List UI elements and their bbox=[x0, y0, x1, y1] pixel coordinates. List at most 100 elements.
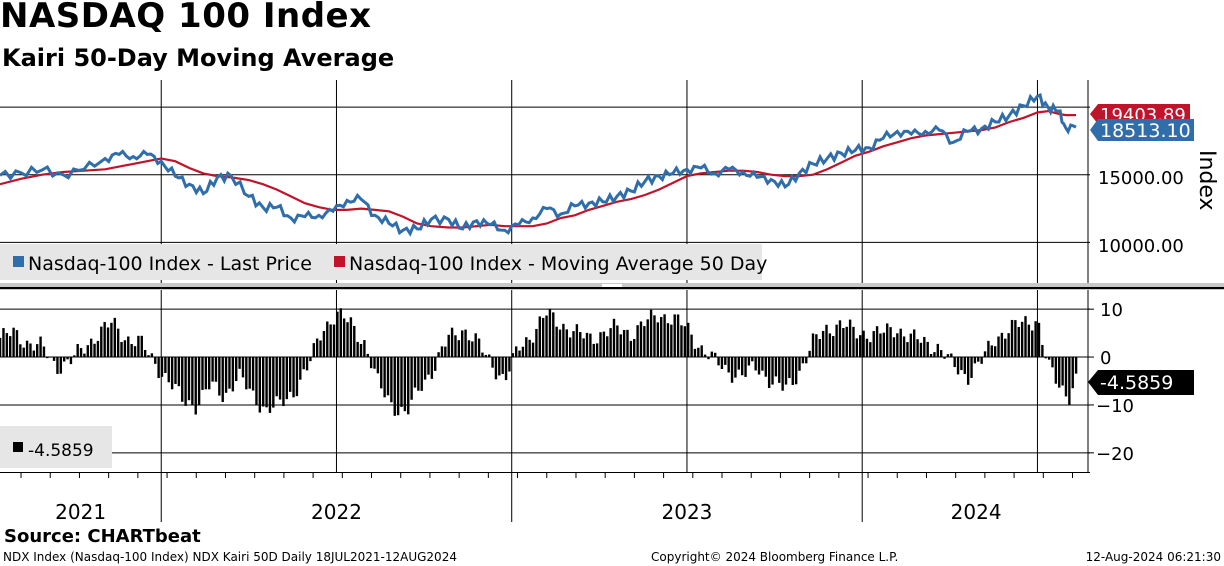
kairi-bar bbox=[1007, 333, 1010, 358]
kairi-bar bbox=[697, 347, 700, 358]
kairi-bar bbox=[154, 357, 157, 364]
kairi-bar bbox=[966, 357, 970, 385]
kairi-bar bbox=[292, 357, 295, 398]
kairi-bar bbox=[25, 340, 29, 358]
legend-swatch-kairi bbox=[13, 442, 23, 452]
kairi-bar bbox=[902, 336, 906, 358]
kairi-bar bbox=[181, 357, 184, 402]
kairi-bar bbox=[508, 357, 511, 372]
kairi-bar bbox=[737, 357, 740, 370]
kairi-bar bbox=[376, 357, 380, 374]
kairi-bar bbox=[707, 357, 710, 360]
kairi-bar bbox=[663, 314, 666, 358]
kairi-bar bbox=[923, 336, 926, 358]
kairi-bar bbox=[1024, 316, 1027, 358]
kairi-bar bbox=[484, 354, 488, 358]
kairi-bar bbox=[170, 357, 174, 390]
kairi-bar bbox=[396, 357, 400, 416]
kairi-bar bbox=[754, 357, 757, 371]
kairi-bar bbox=[1037, 322, 1041, 358]
source-note: Source: CHARTbeat bbox=[4, 526, 201, 547]
footer-security-info: NDX Index (Nasdaq-100 Index) NDX Kairi 5… bbox=[3, 550, 457, 564]
legend-label-moving-average: Nasdaq-100 Index - Moving Average 50 Day bbox=[349, 253, 767, 275]
kairi-bar bbox=[622, 329, 626, 358]
kairi-bar bbox=[1061, 357, 1064, 386]
legend-label-kairi: -4.5859 bbox=[28, 441, 94, 461]
kairi-bar bbox=[261, 357, 265, 407]
kairi-bar bbox=[558, 329, 562, 358]
kairi-bar bbox=[504, 357, 508, 381]
kairi-bar bbox=[869, 342, 872, 358]
kairi-bar bbox=[73, 355, 76, 358]
kairi-bar bbox=[730, 357, 734, 383]
kairi-bar bbox=[862, 330, 865, 358]
kairi-bar bbox=[184, 357, 187, 406]
kairi-bar bbox=[518, 350, 521, 358]
kairi-bar bbox=[842, 328, 845, 358]
kairi-bar bbox=[734, 357, 737, 378]
price-legend-box bbox=[0, 244, 762, 280]
kairi-bar bbox=[832, 336, 835, 358]
kairi-bar bbox=[703, 354, 707, 358]
kairi-bar bbox=[710, 351, 714, 358]
kairi-tick-label: 10 bbox=[1100, 300, 1123, 321]
kairi-bar bbox=[167, 357, 170, 383]
x-tick-label: 2021 bbox=[55, 500, 106, 524]
kairi-bar bbox=[1044, 357, 1047, 359]
kairi-bar bbox=[440, 346, 444, 358]
kairi-bar bbox=[761, 357, 764, 371]
kairi-bar bbox=[359, 343, 363, 358]
kairi-bar bbox=[157, 357, 160, 379]
x-tick-label: 2024 bbox=[951, 500, 1002, 524]
kairi-bar bbox=[633, 339, 636, 358]
kairi-bar bbox=[656, 322, 660, 358]
kairi-bar bbox=[450, 327, 454, 358]
kairi-bar bbox=[29, 343, 32, 358]
kairi-bar bbox=[447, 334, 450, 358]
kairi-bar bbox=[197, 357, 201, 405]
kairi-bar bbox=[788, 357, 791, 379]
kairi-bar bbox=[464, 329, 467, 358]
kairi-bar bbox=[1041, 344, 1044, 358]
kairi-bar bbox=[191, 357, 194, 405]
kairi-tick-label: 0 bbox=[1100, 348, 1111, 369]
kairi-bar bbox=[444, 346, 447, 358]
kairi-bar bbox=[349, 317, 353, 358]
kairi-bar bbox=[595, 343, 599, 358]
kairi-bar bbox=[616, 325, 619, 358]
kairi-bar bbox=[545, 315, 548, 358]
kairi-bar bbox=[1058, 357, 1061, 388]
panel-resize-grip[interactable] bbox=[602, 284, 622, 287]
legend-label-last-price: Nasdaq-100 Index - Last Price bbox=[28, 253, 312, 275]
kairi-bar bbox=[285, 357, 289, 400]
kairi-bar bbox=[62, 357, 66, 362]
kairi-bar bbox=[282, 357, 285, 407]
kairi-bar bbox=[767, 357, 771, 388]
kairi-bar bbox=[784, 357, 788, 385]
kairi-bar bbox=[315, 338, 319, 358]
kairi-bar bbox=[326, 321, 329, 358]
kairi-bar bbox=[855, 338, 859, 358]
kairi-bar bbox=[946, 354, 950, 358]
kairi-bar bbox=[1017, 326, 1020, 358]
kairi-bar bbox=[245, 357, 248, 390]
kairi-bar bbox=[592, 343, 595, 358]
kairi-bar bbox=[204, 357, 208, 390]
kairi-bar bbox=[852, 326, 855, 358]
kairi-bar bbox=[939, 350, 943, 358]
kairi-bar bbox=[626, 329, 629, 358]
y-tick-label: 10000.00 bbox=[1098, 236, 1184, 257]
kairi-tick-label: −10 bbox=[1096, 396, 1134, 417]
kairi-bars bbox=[0, 308, 1078, 416]
kairi-bar bbox=[859, 335, 862, 358]
kairi-bar bbox=[22, 347, 25, 358]
kairi-bar bbox=[818, 338, 821, 358]
kairi-bar bbox=[423, 357, 427, 380]
kairi-bar bbox=[150, 353, 154, 358]
kairi-bar bbox=[400, 357, 403, 407]
kairi-bar bbox=[235, 357, 238, 382]
kairi-bar bbox=[427, 357, 430, 375]
kairi-bar bbox=[720, 357, 724, 370]
kairi-bar bbox=[585, 332, 589, 358]
